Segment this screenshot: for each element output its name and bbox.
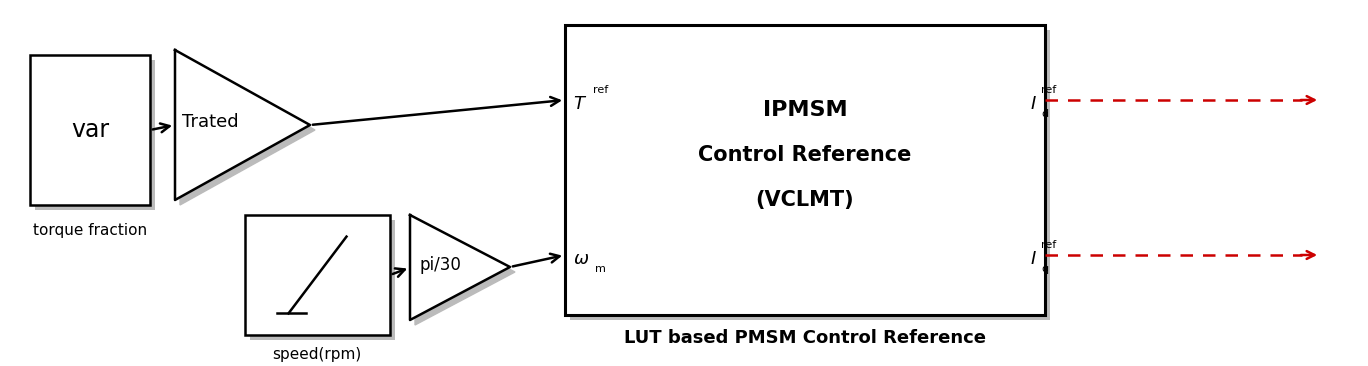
Polygon shape — [415, 220, 514, 325]
Bar — [250, 220, 395, 340]
Text: ref: ref — [592, 85, 609, 95]
Bar — [570, 30, 1051, 320]
Text: var: var — [71, 118, 109, 142]
Bar — [245, 215, 390, 335]
Text: ref: ref — [1041, 240, 1056, 250]
Text: speed(rpm): speed(rpm) — [272, 347, 361, 362]
Text: LUT based PMSM Control Reference: LUT based PMSM Control Reference — [624, 329, 986, 347]
Text: q: q — [1041, 264, 1048, 274]
Text: $\omega$: $\omega$ — [573, 250, 590, 268]
Polygon shape — [175, 50, 311, 200]
Text: $I$: $I$ — [1030, 250, 1037, 268]
Text: (VCLMT): (VCLMT) — [755, 190, 854, 210]
Text: pi/30: pi/30 — [419, 256, 461, 274]
Text: Trated: Trated — [182, 113, 238, 131]
Text: ref: ref — [1041, 85, 1056, 95]
Text: $T$: $T$ — [573, 95, 587, 113]
Text: m: m — [595, 264, 606, 274]
Text: $I$: $I$ — [1030, 95, 1037, 113]
Bar — [30, 55, 150, 205]
Text: Control Reference: Control Reference — [698, 145, 911, 165]
Bar — [565, 25, 1045, 315]
Text: torque fraction: torque fraction — [33, 223, 148, 238]
Polygon shape — [181, 55, 315, 205]
Bar — [36, 60, 155, 210]
Text: d: d — [1041, 109, 1048, 119]
Text: IPMSM: IPMSM — [763, 100, 847, 120]
Polygon shape — [410, 215, 510, 320]
